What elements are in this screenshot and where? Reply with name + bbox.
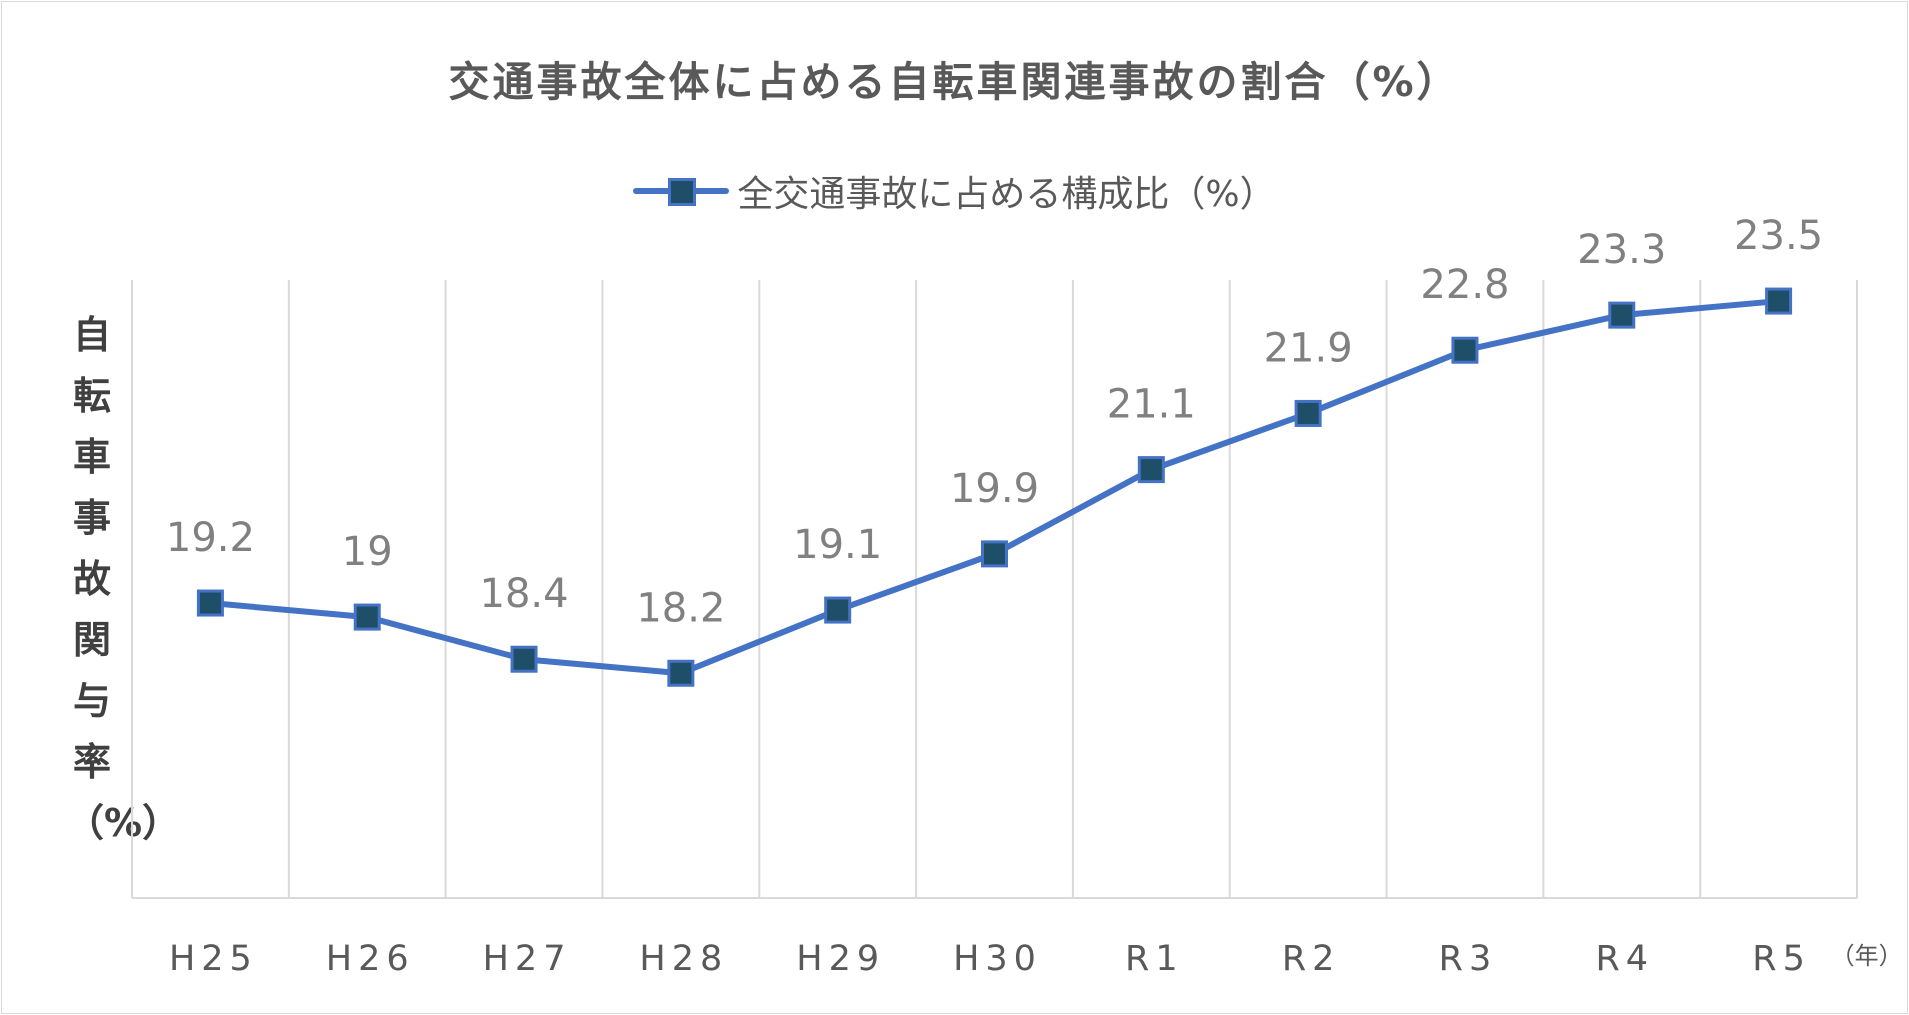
data-point-marker	[1137, 456, 1165, 484]
data-point-marker	[510, 645, 538, 673]
data-label: 19.2	[166, 515, 255, 561]
x-tick-label: R2	[1282, 939, 1341, 979]
x-tick-label: R1	[1125, 939, 1184, 979]
data-label: 18.2	[636, 585, 725, 631]
data-label: 18.4	[480, 571, 569, 617]
data-point-marker	[353, 603, 381, 631]
x-tick-label: H26	[326, 939, 415, 979]
data-label: 21.1	[1107, 382, 1196, 428]
chart-title: 交通事故全体に占める自転車関連事故の割合（%）	[448, 58, 1461, 106]
data-label: 19.9	[950, 466, 1039, 512]
data-point-marker	[1294, 399, 1322, 427]
x-tick-label: H30	[953, 939, 1042, 979]
legend-series-marker	[633, 176, 730, 206]
data-point-marker	[1608, 301, 1636, 329]
data-label: 19.1	[793, 522, 882, 568]
x-tick-label: H27	[483, 939, 572, 979]
data-label: 21.9	[1264, 325, 1353, 371]
data-point-marker	[981, 540, 1008, 568]
x-unit-label: （年）	[1831, 942, 1903, 970]
data-label: 22.8	[1420, 262, 1509, 308]
data-point-marker	[824, 596, 852, 624]
legend-series-label: 全交通事故に占める構成比（%）	[737, 174, 1276, 215]
data-label: 23.5	[1734, 213, 1823, 259]
x-tick-label: R3	[1439, 939, 1498, 979]
data-label: 23.3	[1577, 227, 1666, 273]
data-label: 19	[342, 529, 393, 575]
data-point-marker	[1451, 336, 1479, 364]
legend: 全交通事故に占める構成比（%）	[0, 165, 1909, 217]
data-point-marker	[196, 589, 224, 617]
data-point-marker	[1765, 287, 1793, 315]
x-tick-label: R4	[1595, 939, 1654, 979]
x-tick-label: H28	[639, 939, 728, 979]
x-tick-label: H29	[796, 939, 885, 979]
x-tick-label: H25	[169, 939, 258, 979]
data-point-marker	[667, 659, 695, 687]
x-tick-label: R5	[1752, 939, 1811, 979]
